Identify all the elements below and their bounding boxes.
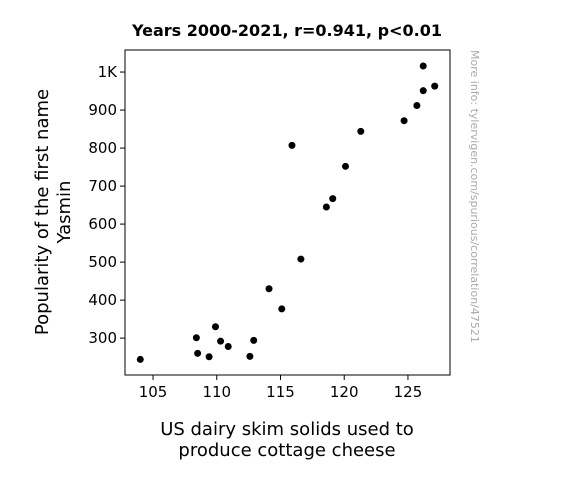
source-note-text: More info: tylervigen.com/spurious/corre…: [468, 50, 481, 343]
data-point: [288, 141, 296, 149]
data-point: [357, 127, 365, 135]
data-point: [419, 62, 427, 70]
y-tick-label: 1K: [98, 63, 119, 81]
x-axis-label-line-2: produce cottage cheese: [178, 440, 395, 461]
x-tick-label: 115: [266, 383, 295, 401]
y-axis-label-line-1: Popularity of the first name: [32, 89, 53, 335]
y-tick-label: 300: [88, 329, 117, 347]
source-note: More info: tylervigen.com/spurious/corre…: [468, 50, 481, 343]
y-tick-label: 800: [88, 139, 117, 157]
plot-area: 105 110 115 120 125 300 400 500 600 700 800 900 1K: [88, 49, 451, 401]
data-point: [250, 336, 258, 344]
data-point: [278, 305, 286, 313]
data-point: [246, 352, 254, 360]
data-point: [413, 101, 421, 109]
data-point: [192, 334, 200, 342]
y-tick-label: 700: [88, 177, 117, 195]
data-points: [136, 62, 439, 363]
x-axis-label-line-1: US dairy skim solids used to: [160, 419, 414, 440]
x-tick-label: 105: [139, 383, 168, 401]
y-tick-label: 400: [88, 291, 117, 309]
data-point: [211, 323, 219, 331]
data-point: [341, 162, 349, 170]
data-point: [419, 87, 427, 95]
y-tick-label: 500: [88, 253, 117, 271]
data-point: [400, 117, 408, 125]
data-point: [329, 195, 337, 203]
y-axis-label-2: Yasmin: [54, 181, 75, 245]
data-point: [322, 203, 330, 211]
data-point: [205, 353, 213, 361]
y-axis-label: Popularity of the first name: [32, 89, 53, 335]
data-point: [217, 337, 225, 345]
data-point: [297, 255, 305, 263]
x-tick-label: 110: [202, 383, 231, 401]
x-tick-label: 120: [330, 383, 359, 401]
data-point: [265, 285, 273, 293]
y-tick-label: 600: [88, 215, 117, 233]
data-point: [136, 355, 144, 363]
data-point: [431, 82, 439, 90]
y-axis-ticks: 300 400 500 600 700 800 900 1K: [88, 63, 125, 347]
data-point: [194, 349, 202, 357]
x-axis-ticks: 105 110 115 120 125: [139, 375, 423, 401]
y-axis-label-line-2: Yasmin: [54, 181, 75, 245]
plot-frame: [124, 49, 451, 376]
y-tick-label: 900: [88, 101, 117, 119]
x-tick-label: 125: [394, 383, 423, 401]
data-point: [224, 342, 232, 350]
chart-title: Years 2000-2021, r=0.941, p<0.01: [131, 21, 442, 40]
